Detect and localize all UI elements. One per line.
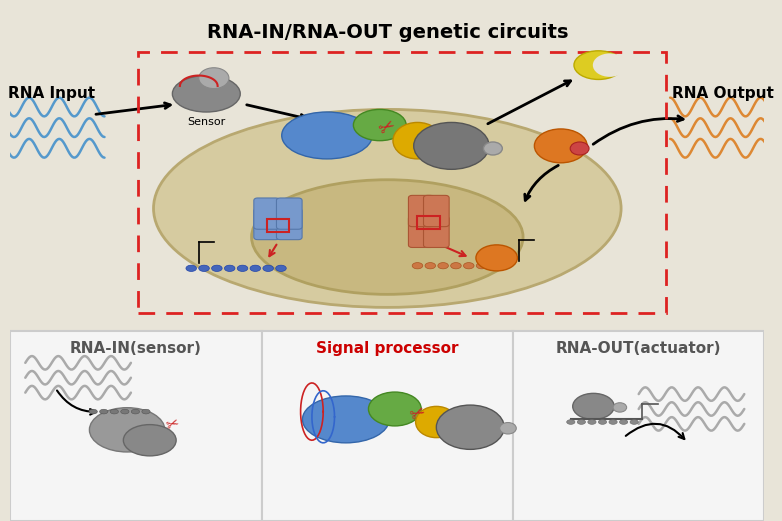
Ellipse shape bbox=[393, 122, 442, 159]
Ellipse shape bbox=[534, 129, 587, 163]
Ellipse shape bbox=[476, 263, 487, 269]
Text: ✂: ✂ bbox=[407, 403, 428, 426]
Ellipse shape bbox=[425, 263, 436, 269]
Ellipse shape bbox=[414, 122, 489, 169]
FancyBboxPatch shape bbox=[10, 0, 764, 331]
Ellipse shape bbox=[172, 76, 240, 112]
FancyBboxPatch shape bbox=[424, 195, 449, 227]
Ellipse shape bbox=[237, 265, 248, 271]
Ellipse shape bbox=[276, 265, 286, 271]
Bar bbox=[513, 331, 764, 521]
Ellipse shape bbox=[572, 393, 614, 419]
Ellipse shape bbox=[199, 68, 229, 89]
Ellipse shape bbox=[303, 396, 389, 443]
Ellipse shape bbox=[619, 420, 628, 424]
Bar bbox=[267, 219, 289, 232]
Ellipse shape bbox=[199, 265, 210, 271]
Ellipse shape bbox=[412, 263, 423, 269]
Bar bbox=[418, 216, 440, 229]
Ellipse shape bbox=[570, 142, 589, 155]
Ellipse shape bbox=[464, 263, 474, 269]
FancyBboxPatch shape bbox=[10, 331, 764, 521]
Ellipse shape bbox=[593, 54, 626, 77]
Ellipse shape bbox=[438, 263, 448, 269]
Text: RNA Output: RNA Output bbox=[672, 86, 774, 101]
Ellipse shape bbox=[609, 420, 617, 424]
Ellipse shape bbox=[224, 265, 235, 271]
Ellipse shape bbox=[120, 410, 129, 414]
FancyBboxPatch shape bbox=[277, 208, 302, 240]
Text: RNA Input: RNA Input bbox=[8, 86, 95, 101]
Text: Sensor: Sensor bbox=[187, 117, 225, 127]
Text: ✂: ✂ bbox=[375, 115, 399, 140]
FancyBboxPatch shape bbox=[408, 216, 434, 247]
Ellipse shape bbox=[567, 420, 575, 424]
Ellipse shape bbox=[282, 112, 372, 159]
Ellipse shape bbox=[99, 410, 108, 414]
Text: ✂: ✂ bbox=[163, 415, 181, 434]
Ellipse shape bbox=[598, 420, 607, 424]
Ellipse shape bbox=[489, 263, 500, 269]
Ellipse shape bbox=[131, 410, 139, 414]
FancyBboxPatch shape bbox=[277, 198, 302, 229]
Ellipse shape bbox=[500, 423, 516, 434]
Ellipse shape bbox=[250, 265, 260, 271]
Ellipse shape bbox=[142, 410, 150, 414]
Ellipse shape bbox=[368, 392, 421, 426]
Text: RNA-IN(sensor): RNA-IN(sensor) bbox=[70, 341, 202, 356]
FancyBboxPatch shape bbox=[408, 195, 434, 227]
Ellipse shape bbox=[450, 263, 461, 269]
Text: RNA-OUT(actuator): RNA-OUT(actuator) bbox=[556, 341, 722, 356]
Ellipse shape bbox=[483, 142, 502, 155]
Ellipse shape bbox=[186, 265, 196, 271]
Ellipse shape bbox=[613, 403, 626, 412]
Ellipse shape bbox=[577, 420, 586, 424]
Ellipse shape bbox=[588, 420, 596, 424]
Ellipse shape bbox=[212, 265, 222, 271]
Bar bbox=[262, 331, 513, 521]
Ellipse shape bbox=[415, 406, 457, 438]
Ellipse shape bbox=[252, 180, 523, 294]
Ellipse shape bbox=[436, 405, 504, 449]
Ellipse shape bbox=[476, 245, 518, 271]
Ellipse shape bbox=[574, 51, 623, 79]
Ellipse shape bbox=[89, 410, 97, 414]
Ellipse shape bbox=[353, 109, 406, 141]
Ellipse shape bbox=[124, 425, 176, 456]
Bar bbox=[10, 331, 262, 521]
FancyBboxPatch shape bbox=[424, 216, 449, 247]
Ellipse shape bbox=[153, 109, 621, 307]
Ellipse shape bbox=[263, 265, 274, 271]
FancyBboxPatch shape bbox=[254, 198, 279, 229]
Ellipse shape bbox=[630, 420, 638, 424]
Ellipse shape bbox=[89, 407, 165, 452]
Text: RNA-IN/RNA-OUT genetic circuits: RNA-IN/RNA-OUT genetic circuits bbox=[206, 23, 568, 42]
Ellipse shape bbox=[110, 410, 118, 414]
FancyBboxPatch shape bbox=[254, 208, 279, 240]
Text: Signal processor: Signal processor bbox=[316, 341, 458, 356]
